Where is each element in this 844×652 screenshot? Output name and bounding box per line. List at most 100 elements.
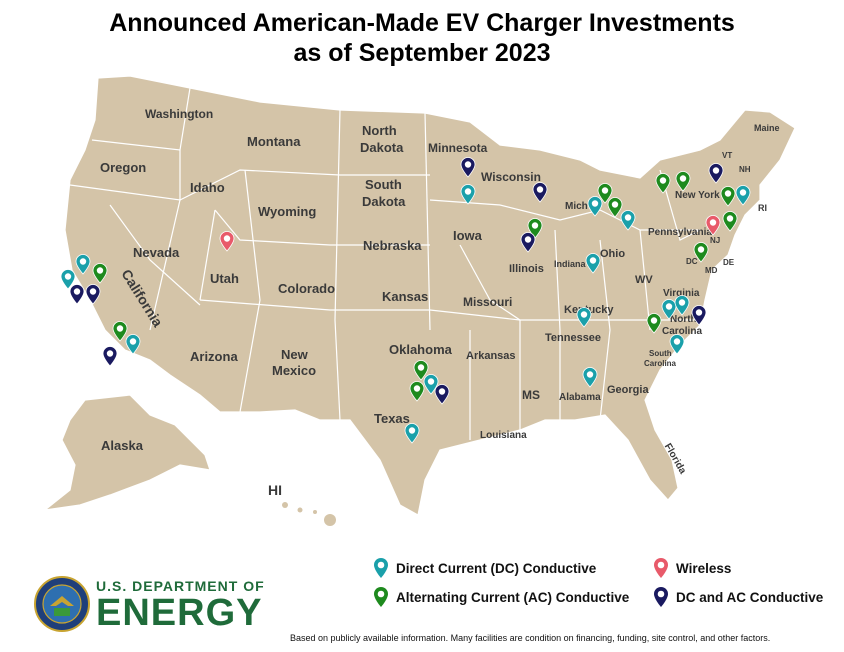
legend-label-ac: Alternating Current (AC) Conductive [396,589,630,605]
state-label-vt: VT [722,151,732,160]
dcac-pin-icon [654,587,668,607]
dc-pin-marker [423,374,439,395]
dc-pin-marker [75,254,91,275]
state-label-south-carolina-1: South [649,349,672,358]
legend-label-wireless: Wireless [676,560,732,576]
state-label-montana: Montana [247,134,301,149]
state-label-de: DE [723,258,735,267]
ac-pin-icon [374,587,388,607]
ac-pin-marker [693,242,709,263]
state-label-alaska: Alaska [101,438,144,453]
wireless-pin-marker [705,215,721,236]
legend-label-dcac: DC and AC Conductive [676,589,824,605]
state-label-missouri: Missouri [463,295,512,309]
state-label-new-york: New York [675,190,720,201]
ac-pin-marker [646,313,662,334]
state-label-wyoming: Wyoming [258,204,316,219]
legend-item-dc: Direct Current (DC) Conductive [372,557,596,579]
dcac-pin-marker [708,163,724,184]
state-label-illinois: Illinois [509,263,544,275]
legend-item-wireless: Wireless [652,557,731,579]
hawaii-islands [282,502,336,526]
state-label-ri: RI [758,203,767,213]
legend-label-dc: Direct Current (DC) Conductive [396,560,597,576]
doe-logo-text: U.S. DEPARTMENT OF ENERGY [96,578,265,632]
ac-pin-marker [675,171,691,192]
dc-pin-marker [661,299,677,320]
state-label-michigan: Mich [565,201,588,212]
ac-pin-marker [409,381,425,402]
legend-item-dcac: DC and AC Conductive [652,586,823,608]
state-label-south-dakota-1: South [365,177,402,192]
state-label-nevada: Nevada [133,245,180,260]
state-label-north-dakota-1: North [362,123,397,138]
dc-pin-marker [582,367,598,388]
title-line-2: as of September 2023 [293,39,551,67]
state-label-tennessee: Tennessee [545,332,601,344]
charger-pins [60,157,751,444]
dcac-pin-marker [460,157,476,178]
state-label-iowa: Iowa [453,228,483,243]
title-line-1: Announced American-Made EV Charger Inves… [109,9,735,37]
state-label-arkansas: Arkansas [466,350,516,362]
state-label-north-carolina-1: North [670,314,697,325]
state-label-colorado: Colorado [278,281,335,296]
footnote: Based on publicly available information.… [290,633,771,643]
state-label-south-carolina-2: Carolina [644,359,677,368]
state-label-nh: NH [739,165,751,174]
state-label-minnesota: Minnesota [428,141,488,155]
state-label-utah: Utah [210,271,239,286]
state-label-wisconsin: Wisconsin [481,170,541,184]
state-label-north-carolina-2: Carolina [662,326,702,337]
state-label-kansas: Kansas [382,289,428,304]
dcac-pin-marker [691,305,707,326]
dcac-pin-marker [520,232,536,253]
legend-item-ac: Alternating Current (AC) Conductive [372,586,629,608]
dc-pin-marker [460,184,476,205]
state-label-virginia: Virginia [663,288,700,299]
contiguous-us-landmass [64,75,796,516]
state-label-arizona: Arizona [190,349,238,364]
dc-pin-marker [585,253,601,274]
doe-line-1: U.S. DEPARTMENT OF [96,578,265,594]
dcac-pin-marker [85,284,101,305]
state-label-new-mexico-2: Mexico [272,363,316,378]
state-label-north-dakota-2: Dakota [360,140,404,155]
state-label-wv: WV [635,274,653,286]
state-label-hi: HI [268,482,282,498]
state-label-ohio: Ohio [600,248,625,260]
dc-pin-icon [374,558,388,578]
state-label-oregon: Oregon [100,160,146,175]
map-title: Announced American-Made EV Charger Inves… [0,8,844,68]
dcac-pin-marker [102,346,118,367]
ac-pin-marker [655,173,671,194]
state-label-louisiana: Louisiana [480,430,527,441]
doe-line-2: ENERGY [96,592,263,634]
state-label-alabama: Alabama [559,392,601,403]
state-label-texas: Texas [374,411,410,426]
state-label-md: MD [705,266,718,275]
dcac-pin-marker [69,284,85,305]
ac-pin-marker [720,186,736,207]
state-label-maine: Maine [754,123,780,133]
ac-pin-marker [597,183,613,204]
dc-pin-marker [60,269,76,290]
ac-pin-marker [607,197,623,218]
state-label-south-dakota-2: Dakota [362,194,406,209]
dcac-pin-marker [434,384,450,405]
state-label-oklahoma: Oklahoma [389,342,453,357]
dc-pin-marker [404,423,420,444]
dc-pin-marker [669,334,685,355]
us-map: Washington Montana North Dakota Minnesot… [42,75,796,526]
dc-pin-marker [620,210,636,231]
doe-seal-icon [34,576,90,632]
ac-pin-marker [413,360,429,381]
dc-pin-marker [735,185,751,206]
ac-pin-marker [112,321,128,342]
state-borders [69,87,701,440]
ac-pin-marker [722,211,738,232]
wireless-pin-marker [219,231,235,252]
state-label-indiana: Indiana [554,259,586,269]
state-label-nebraska: Nebraska [363,238,422,253]
dc-pin-marker [674,295,690,316]
